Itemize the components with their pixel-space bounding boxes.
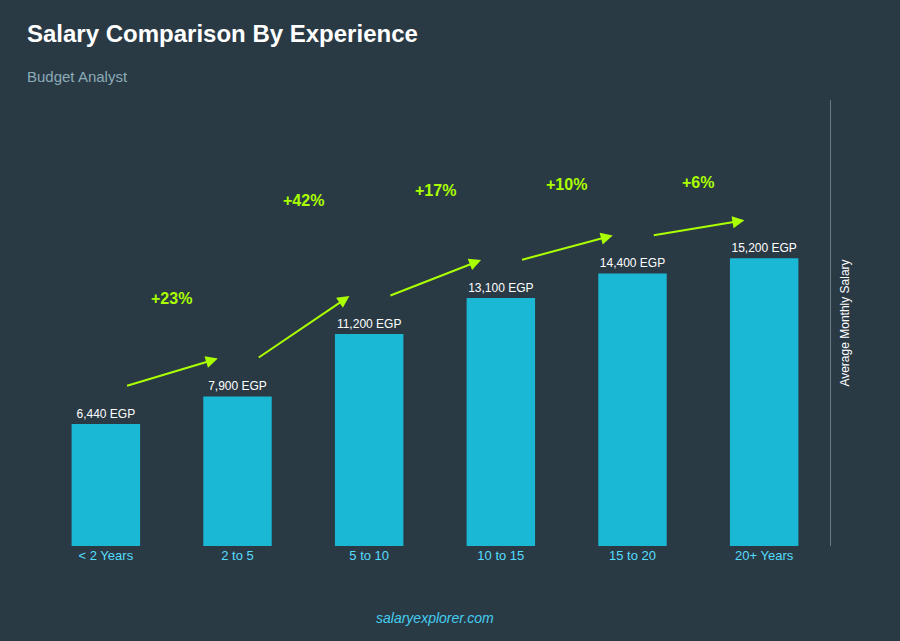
svg-text:10 to 15: 10 to 15 — [477, 548, 524, 563]
svg-text:+10%: +10% — [546, 176, 587, 193]
svg-text:+23%: +23% — [151, 290, 192, 307]
svg-text:11,200 EGP: 11,200 EGP — [337, 317, 402, 331]
svg-text:20+ Years: 20+ Years — [735, 548, 794, 563]
svg-text:13,100 EGP: 13,100 EGP — [468, 281, 533, 295]
svg-text:+6%: +6% — [682, 174, 714, 191]
svg-text:Budget Analyst: Budget Analyst — [27, 68, 128, 85]
svg-text:+42%: +42% — [283, 192, 324, 209]
svg-text:6,440 EGP: 6,440 EGP — [76, 407, 135, 421]
svg-text:< 2 Years: < 2 Years — [79, 548, 134, 563]
svg-text:salaryexplorer.com: salaryexplorer.com — [376, 610, 494, 626]
svg-text:2 to 5: 2 to 5 — [221, 548, 254, 563]
svg-text:15,200 EGP: 15,200 EGP — [731, 241, 796, 255]
svg-text:7,900 EGP: 7,900 EGP — [208, 379, 267, 393]
svg-text:Average Monthly Salary: Average Monthly Salary — [838, 259, 852, 386]
svg-text:+17%: +17% — [415, 182, 456, 199]
svg-text:5 to 10: 5 to 10 — [349, 548, 389, 563]
svg-text:14,400 EGP: 14,400 EGP — [600, 256, 665, 270]
svg-text:Salary Comparison By Experienc: Salary Comparison By Experience — [27, 20, 418, 47]
svg-text:15 to 20: 15 to 20 — [609, 548, 656, 563]
